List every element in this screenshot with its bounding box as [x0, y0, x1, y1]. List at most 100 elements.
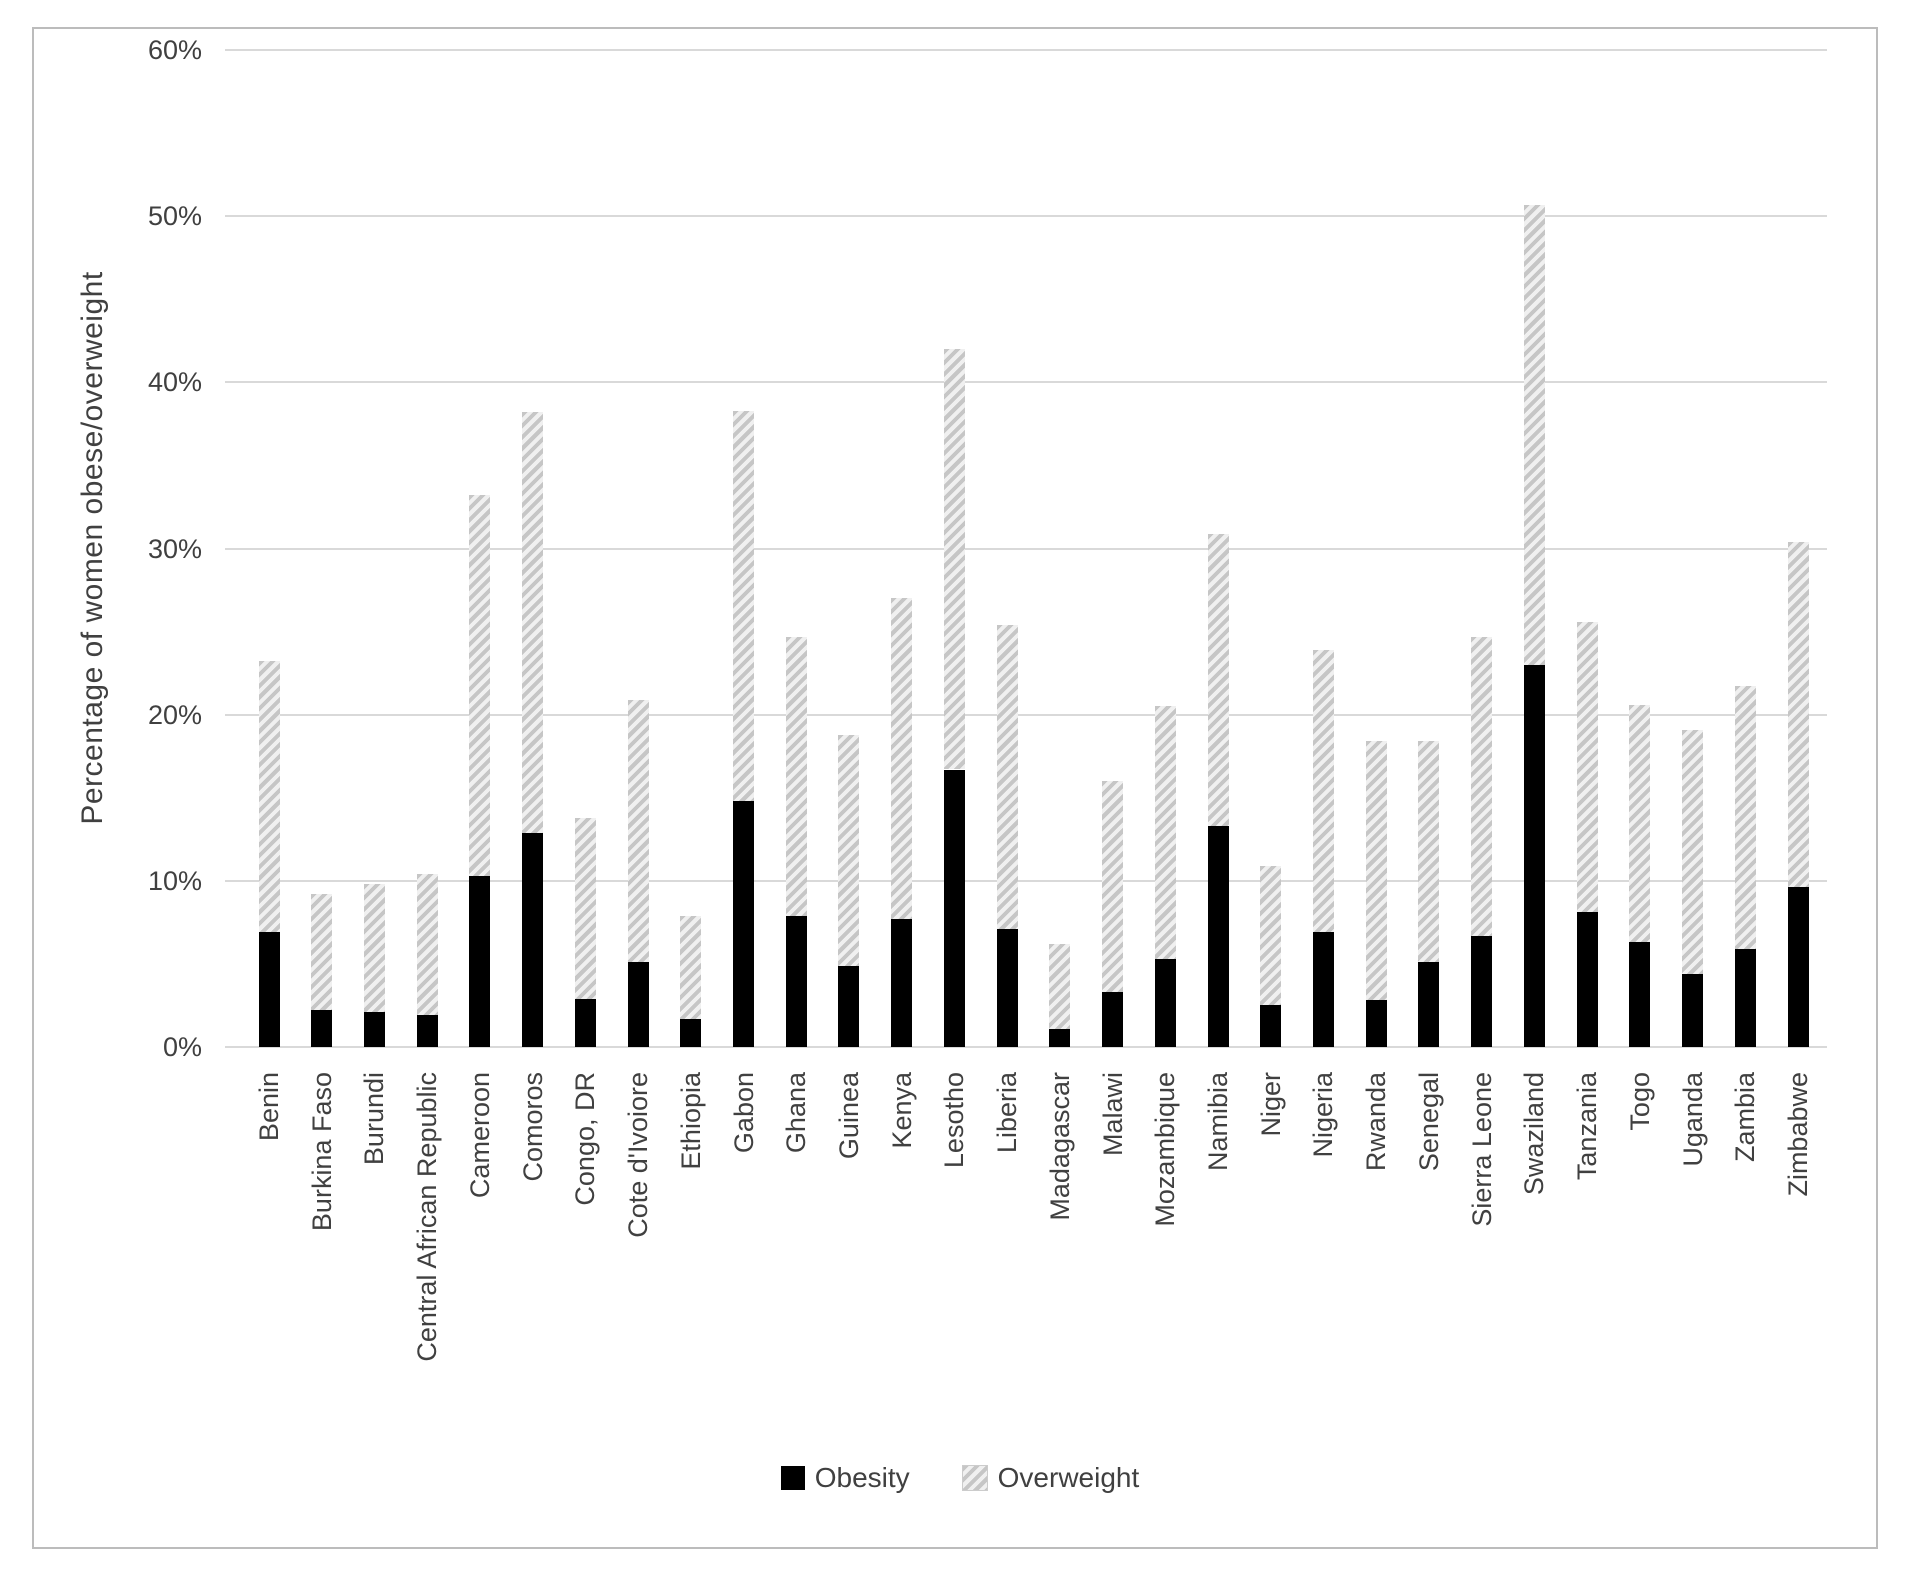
gridline-0: [225, 1046, 1827, 1048]
y-tick-label-20: 20%: [147, 699, 202, 730]
bar-obesity-rwanda: [1366, 1000, 1387, 1047]
bar-overweight-cameroon: [469, 495, 490, 876]
bar-overweight-guinea: [838, 734, 859, 966]
bar-obesity-mozambique: [1155, 958, 1176, 1047]
bar-obesity-namibia: [1208, 825, 1229, 1047]
x-axis-label-lesotho: Lesotho: [939, 1072, 969, 1169]
bar-overweight-cote-d-ivoiore: [628, 699, 649, 963]
bar-obesity-central-african-republic: [417, 1015, 438, 1047]
bar-obesity-senegal: [1418, 962, 1439, 1047]
bar-overweight-ghana: [786, 636, 807, 916]
bar-obesity-comoros: [522, 832, 543, 1047]
bar-overweight-burundi: [364, 884, 385, 1013]
x-axis-label-zambia: Zambia: [1730, 1072, 1760, 1163]
bar-overweight-sierra-leone: [1471, 636, 1492, 936]
bar-overweight-malawi: [1102, 781, 1123, 993]
y-tick-label-40: 40%: [147, 367, 202, 398]
legend-label-obesity: Obesity: [814, 1462, 910, 1493]
bar-obesity-burundi: [364, 1012, 385, 1047]
x-axis-label-comoros: Comoros: [518, 1072, 548, 1182]
x-axis-label-burundi: Burundi: [359, 1072, 389, 1166]
x-axis-label-malawi: Malawi: [1098, 1072, 1128, 1157]
bar-overweight-swaziland: [1524, 204, 1545, 665]
x-axis-label-tanzania: Tanzania: [1572, 1072, 1602, 1181]
x-axis-label-burkina-faso: Burkina Faso: [307, 1072, 337, 1232]
bar-obesity-benin: [259, 932, 280, 1047]
x-axis-label-niger: Niger: [1256, 1072, 1286, 1137]
bar-overweight-gabon: [733, 410, 754, 802]
legend-item-obesity: Obesity: [780, 1462, 910, 1494]
bar-obesity-cote-d-ivoiore: [628, 962, 649, 1047]
bar-overweight-tanzania: [1577, 621, 1598, 913]
bar-overweight-central-african-republic: [417, 874, 438, 1016]
y-tick-label-10: 10%: [147, 865, 202, 896]
x-axis-label-benin: Benin: [254, 1072, 284, 1142]
bar-obesity-zambia: [1735, 948, 1756, 1047]
gridline-50: [225, 215, 1827, 218]
bar-obesity-liberia: [997, 929, 1018, 1047]
x-axis-label-guinea: Guinea: [834, 1072, 864, 1160]
bar-overweight-liberia: [997, 624, 1018, 929]
bar-obesity-sierra-leone: [1471, 935, 1492, 1047]
gridline-60: [225, 49, 1827, 51]
bar-overweight-madagascar: [1049, 943, 1070, 1029]
bar-overweight-mozambique: [1155, 706, 1176, 959]
bar-obesity-guinea: [838, 965, 859, 1047]
x-axis-label-kenya: Kenya: [887, 1072, 917, 1149]
bar-overweight-zambia: [1735, 686, 1756, 949]
gridline-40: [225, 381, 1827, 384]
bar-obesity-ghana: [786, 915, 807, 1047]
bar-overweight-rwanda: [1366, 741, 1387, 1001]
x-axis-label-zimbabwe: Zimbabwe: [1783, 1072, 1813, 1197]
bar-obesity-kenya: [891, 919, 912, 1047]
bar-obesity-togo: [1629, 942, 1650, 1047]
bar-overweight-comoros: [522, 412, 543, 833]
bar-overweight-zimbabwe: [1788, 541, 1809, 888]
bar-obesity-nigeria: [1313, 932, 1334, 1047]
bar-obesity-cameroon: [469, 875, 490, 1047]
x-axis-label-central-african-republic: Central African Republic: [412, 1072, 442, 1362]
y-tick-label-60: 60%: [147, 35, 202, 65]
y-tick-label-30: 30%: [147, 533, 202, 564]
bar-overweight-burkina-faso: [311, 894, 332, 1011]
legend: Obesity Overweight: [0, 1462, 1920, 1494]
x-axis-label-cote-d-ivoiore: Cote d'Ivoiore: [623, 1072, 653, 1238]
bar-overweight-benin: [259, 661, 280, 933]
bar-overweight-namibia: [1208, 533, 1229, 826]
x-axis-label-ethiopia: Ethiopia: [676, 1072, 706, 1170]
bar-obesity-tanzania: [1577, 912, 1598, 1047]
x-axis-label-ghana: Ghana: [781, 1072, 811, 1154]
bar-obesity-swaziland: [1524, 664, 1545, 1047]
legend-item-overweight: Overweight: [961, 1462, 1139, 1494]
gridline-20: [225, 713, 1827, 716]
bar-obesity-ethiopia: [680, 1018, 701, 1047]
bar-overweight-nigeria: [1313, 649, 1334, 933]
x-axis-label-liberia: Liberia: [992, 1072, 1022, 1154]
bar-overweight-ethiopia: [680, 915, 701, 1019]
bar-obesity-uganda: [1682, 973, 1703, 1047]
overweight-swatch-icon: [961, 1465, 988, 1491]
x-axis-label-namibia: Namibia: [1203, 1072, 1233, 1172]
bar-obesity-congo-dr: [575, 998, 596, 1047]
bar-obesity-madagascar: [1049, 1028, 1070, 1047]
x-axis-label-sierra-leone: Sierra Leone: [1467, 1072, 1497, 1227]
x-axis-label-uganda: Uganda: [1678, 1072, 1708, 1167]
bar-obesity-lesotho: [944, 769, 965, 1047]
x-axis-label-togo: Togo: [1625, 1072, 1655, 1131]
x-axis-label-nigeria: Nigeria: [1308, 1072, 1338, 1158]
bar-obesity-gabon: [733, 801, 754, 1047]
bar-obesity-burkina-faso: [311, 1010, 332, 1047]
bar-obesity-malawi: [1102, 992, 1123, 1047]
x-axis-label-mozambique: Mozambique: [1150, 1072, 1180, 1227]
bar-overweight-kenya: [891, 598, 912, 920]
x-axis-label-swaziland: Swaziland: [1519, 1072, 1549, 1196]
bar-overweight-niger: [1260, 865, 1281, 1006]
bar-overweight-lesotho: [944, 349, 965, 770]
x-axis-label-congo-dr: Congo, DR: [570, 1072, 600, 1206]
gridline-30: [225, 547, 1827, 550]
bar-obesity-niger: [1260, 1005, 1281, 1047]
x-axis-label-rwanda: Rwanda: [1361, 1072, 1391, 1172]
y-tick-label-50: 50%: [147, 201, 202, 232]
bar-overweight-congo-dr: [575, 817, 596, 999]
bar-overweight-uganda: [1682, 729, 1703, 974]
